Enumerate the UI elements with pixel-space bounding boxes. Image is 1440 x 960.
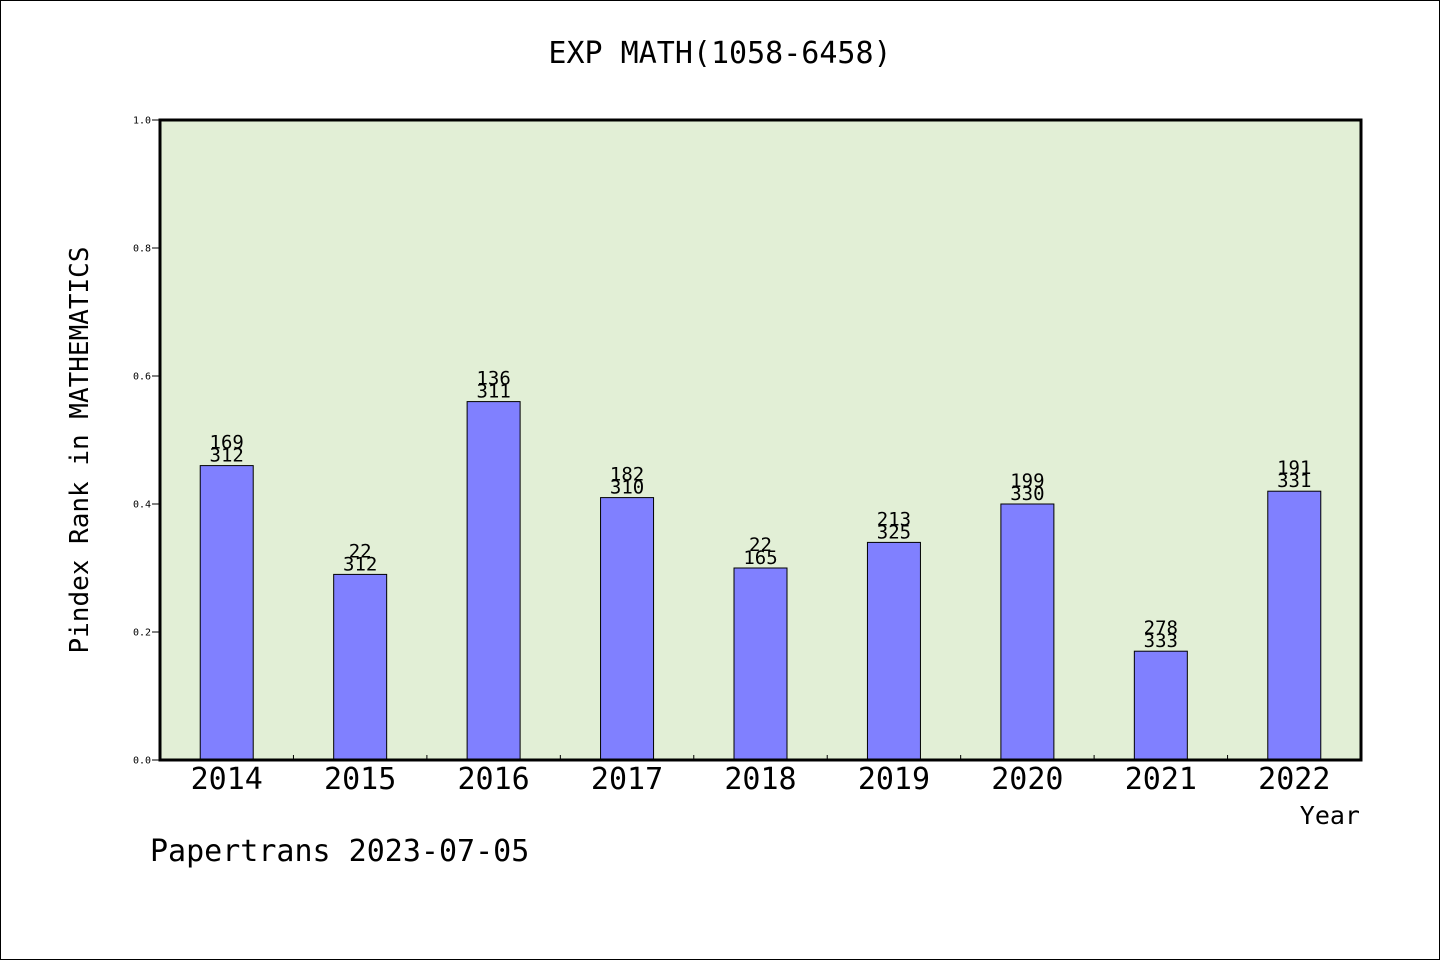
x-axis: 2014 2015 2016 2017 2018 2019 2020 2021 2022 bbox=[191, 755, 1330, 797]
bar-total-label: 310 bbox=[610, 477, 644, 499]
y-tick-label: 0.0 bbox=[133, 756, 151, 767]
bar-total-label: 325 bbox=[877, 521, 911, 543]
bar-rank-label: 278 bbox=[1144, 617, 1178, 639]
bar bbox=[199, 465, 254, 761]
bar bbox=[333, 573, 388, 761]
x-tick-label: 2017 bbox=[591, 762, 663, 797]
bar bbox=[866, 541, 921, 761]
y-axis: 0.0 0.2 0.4 0.6 0.8 1.0 bbox=[133, 116, 160, 767]
y-tick-label: 0.2 bbox=[133, 628, 151, 639]
bar-rank-label: 136 bbox=[476, 368, 510, 390]
y-tick-label: 0.4 bbox=[133, 500, 151, 511]
bar-rank-label: 169 bbox=[210, 432, 244, 454]
x-tick-label: 2022 bbox=[1258, 762, 1330, 797]
bar bbox=[733, 567, 788, 761]
bar-rank-label: 182 bbox=[610, 464, 644, 486]
chart-title: EXP MATH(1058-6458) bbox=[548, 36, 892, 71]
footer-note: Papertrans 2023-07-05 bbox=[150, 834, 530, 869]
bar-total-label: 333 bbox=[1144, 630, 1178, 652]
bar bbox=[600, 497, 655, 761]
bar-rank-label: 213 bbox=[877, 508, 911, 530]
bar-rank-label: 199 bbox=[1010, 470, 1044, 492]
y-tick-label: 0.8 bbox=[133, 244, 151, 255]
bar-total-label: 330 bbox=[1010, 483, 1044, 505]
bar bbox=[1267, 490, 1322, 761]
x-tick-label: 2021 bbox=[1125, 762, 1197, 797]
bar-rank-label: 191 bbox=[1277, 457, 1311, 479]
bar-total-label: 311 bbox=[476, 381, 510, 403]
bar-total-label: 331 bbox=[1277, 470, 1311, 492]
bar-total-label: 312 bbox=[210, 445, 244, 467]
x-axis-label: Year bbox=[1299, 801, 1360, 830]
x-tick-label: 2019 bbox=[858, 762, 930, 797]
x-tick-label: 2016 bbox=[457, 762, 529, 797]
x-tick-label: 2015 bbox=[324, 762, 396, 797]
y-tick-label: 1.0 bbox=[133, 116, 151, 127]
bar-rank-label: 22 bbox=[749, 534, 772, 556]
x-tick-label: 2014 bbox=[191, 762, 263, 797]
bar-rank-label: 22 bbox=[349, 540, 372, 562]
bar-total-label: 165 bbox=[743, 547, 777, 569]
bar-total-label: 312 bbox=[343, 553, 377, 575]
bar bbox=[466, 401, 521, 761]
bar-series: 1693122231213631118231022165213325199330… bbox=[199, 368, 1322, 761]
bar bbox=[1000, 503, 1055, 761]
x-tick-label: 2018 bbox=[724, 762, 796, 797]
bar bbox=[1133, 650, 1188, 761]
x-tick-label: 2020 bbox=[991, 762, 1063, 797]
y-tick-label: 0.6 bbox=[133, 372, 151, 383]
y-axis-label: Pindex Rank in MATHEMATICS bbox=[65, 246, 95, 654]
plot-border bbox=[158, 118, 1363, 762]
